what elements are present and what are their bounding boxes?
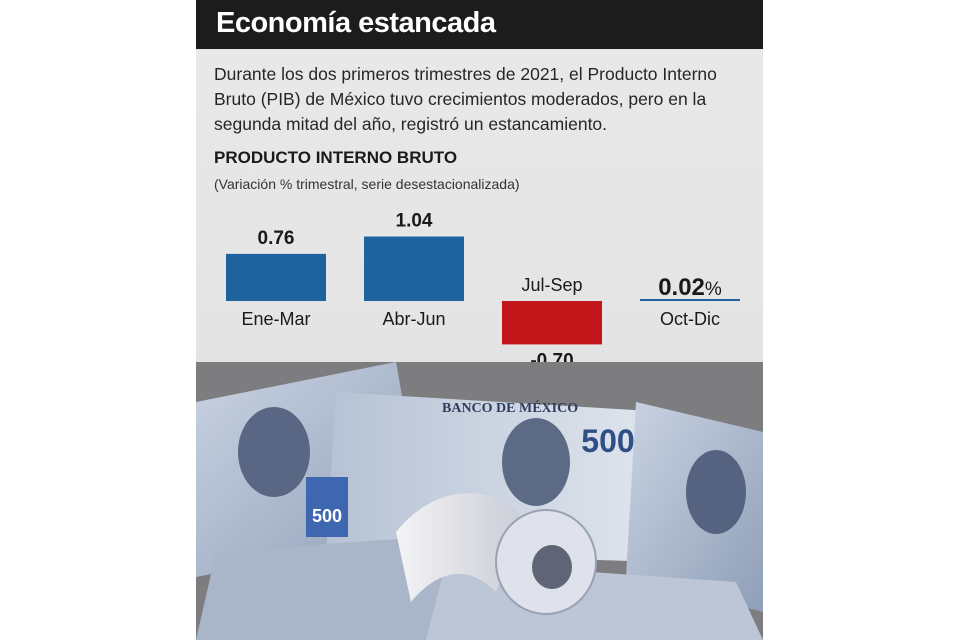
category-label: Ene-Mar (241, 309, 310, 329)
chart-title: PRODUCTO INTERNO BRUTO (214, 148, 458, 167)
bill-denomination-center: 500 (581, 423, 634, 459)
title-bar: Economía estancada (196, 0, 763, 49)
bar-ene-mar (226, 253, 326, 301)
portrait-left-icon (238, 407, 310, 497)
bill-bank-label: BANCO DE MÉXICO (442, 399, 578, 416)
intro-paragraph: Durante los dos primeros trimestres de 2… (214, 64, 717, 134)
bill-denomination-left: 500 (312, 506, 342, 526)
bar-abr-jun (364, 236, 464, 301)
value-label: 1.04 (396, 211, 433, 232)
bar-oct-dic (640, 299, 740, 301)
value-label: 0.02% (658, 274, 722, 301)
infographic-panel: Economía estancada Durante los dos prime… (196, 0, 763, 640)
chart-subtitle: (Variación % trimestral, serie desestaci… (214, 176, 520, 192)
portrait-right-icon (686, 450, 746, 534)
tape-roll-core-icon (532, 545, 572, 589)
category-label: Jul-Sep (521, 275, 582, 295)
category-label: Oct-Dic (660, 309, 720, 329)
bar-jul-sep (502, 301, 602, 345)
value-label: 0.76 (258, 228, 295, 249)
banknotes-photo: 500 500 BANCO DE MÉXICO (196, 362, 763, 640)
category-label: Abr-Jun (382, 309, 445, 329)
measuring-tape-icon (396, 493, 526, 602)
infographic-title: Economía estancada (216, 7, 496, 39)
gdp-bar-chart: Ene-Mar0.76Abr-Jun1.04Jul-Sep-0.70Oct-Di… (226, 211, 740, 371)
portrait-center-icon (502, 418, 570, 506)
denomination-box-left (306, 477, 348, 537)
